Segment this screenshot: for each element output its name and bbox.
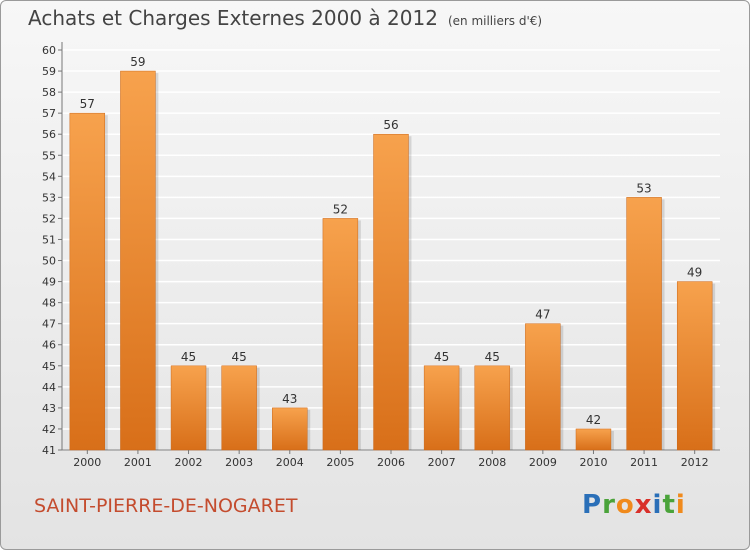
- logo-letter: o: [615, 490, 635, 520]
- bar: [525, 323, 561, 451]
- data-label: 45: [485, 350, 500, 364]
- y-tick-label: 45: [42, 360, 56, 373]
- data-label: 53: [636, 181, 651, 195]
- y-tick-label: 58: [42, 86, 56, 99]
- x-tick-label: 2000: [73, 456, 101, 469]
- x-tick-label: 2003: [225, 456, 253, 469]
- x-tick-label: 2007: [428, 456, 456, 469]
- chart-title: Achats et Charges Externes 2000 à 2012 (e…: [28, 6, 542, 30]
- y-tick-label: 59: [42, 65, 56, 78]
- y-tick-label: 49: [42, 276, 56, 289]
- logo-letter: P: [582, 490, 603, 520]
- y-tick-label: 55: [42, 149, 56, 162]
- x-tick-label: 2010: [579, 456, 607, 469]
- x-tick-label: 2001: [124, 456, 152, 469]
- y-tick-label: 47: [42, 318, 56, 331]
- logo-letter: i: [652, 490, 663, 520]
- x-tick-label: 2006: [377, 456, 405, 469]
- y-tick-label: 50: [42, 255, 56, 268]
- x-tick-label: 2008: [478, 456, 506, 469]
- y-tick-label: 43: [42, 402, 56, 415]
- y-tick-label: 53: [42, 191, 56, 204]
- y-tick-label: 57: [42, 107, 56, 120]
- x-tick-label: 2011: [630, 456, 658, 469]
- proxiti-logo: Proxiti: [582, 490, 686, 520]
- title-text: Achats et Charges Externes 2000 à 2012: [28, 6, 438, 30]
- y-tick-label: 54: [42, 170, 56, 183]
- y-tick-label: 51: [42, 233, 56, 246]
- y-tick-label: 60: [42, 44, 56, 57]
- bar: [221, 365, 257, 451]
- data-label: 43: [282, 392, 297, 406]
- x-tick-label: 2005: [326, 456, 354, 469]
- y-tick-label: 44: [42, 381, 56, 394]
- bar: [474, 365, 510, 451]
- bar: [170, 365, 207, 451]
- logo-letter: x: [634, 490, 653, 520]
- y-tick-label: 56: [42, 128, 56, 141]
- data-label: 59: [130, 55, 145, 69]
- y-tick-label: 46: [42, 339, 56, 352]
- x-tick-label: 2002: [175, 456, 203, 469]
- bar: [676, 281, 713, 451]
- bar: [272, 407, 308, 451]
- y-tick-label: 52: [42, 212, 56, 225]
- data-label: 49: [687, 266, 702, 280]
- bar: [575, 428, 612, 451]
- bar: [626, 197, 662, 451]
- bar: [373, 133, 409, 451]
- logo-letter: t: [662, 490, 676, 520]
- data-label: 42: [586, 413, 601, 427]
- logo-letter: i: [675, 490, 686, 520]
- data-label: 45: [232, 350, 247, 364]
- bar: [120, 70, 156, 451]
- y-tick-label: 42: [42, 423, 56, 436]
- x-tick-label: 2009: [529, 456, 557, 469]
- data-label: 52: [333, 202, 348, 216]
- data-label: 45: [434, 350, 449, 364]
- place-name: SAINT-PIERRE-DE-NOGARET: [34, 495, 298, 517]
- data-label: 47: [535, 308, 550, 322]
- bar: [69, 112, 106, 451]
- x-tick-label: 2004: [276, 456, 304, 469]
- subtitle-text: (en milliers d'€): [447, 14, 543, 28]
- bar: [322, 218, 359, 451]
- y-tick-label: 41: [42, 444, 56, 457]
- x-tick-label: 2012: [681, 456, 709, 469]
- logo-letter: r: [602, 490, 616, 520]
- bar: [423, 365, 460, 451]
- data-label: 45: [181, 350, 196, 364]
- data-label: 56: [383, 118, 398, 132]
- y-tick-label: 48: [42, 297, 56, 310]
- data-label: 57: [80, 97, 95, 111]
